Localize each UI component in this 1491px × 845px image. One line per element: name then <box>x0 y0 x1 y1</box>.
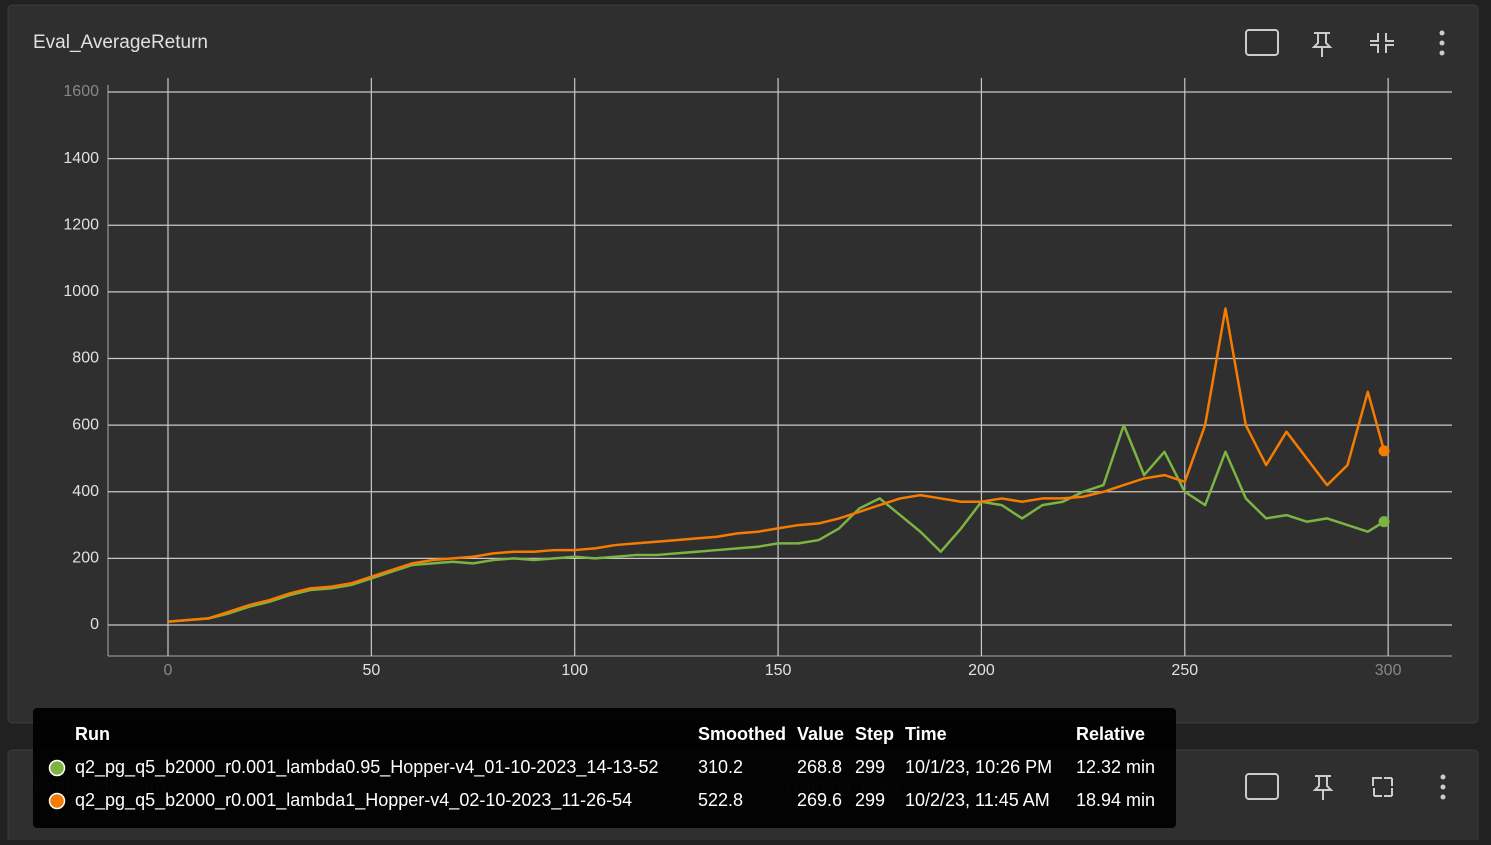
tooltip-header: Run <box>75 724 110 744</box>
tooltip-cell: 269.6 <box>797 790 842 810</box>
tooltip-cell: 299 <box>855 790 885 810</box>
fit-button[interactable] <box>1245 29 1279 56</box>
end-point <box>1378 445 1390 457</box>
y-tick-label: 600 <box>72 416 99 433</box>
tooltip-header: Value <box>797 724 844 744</box>
legend-label: q2_pg_q5_b2000_r0.001_lambda0.95_Hopper-… <box>75 757 658 778</box>
x-tick-label: 150 <box>765 662 792 679</box>
tooltip-cell: 10/1/23, 10:26 PM <box>905 757 1052 777</box>
y-tick-label: 400 <box>72 483 99 500</box>
x-tick-label: 200 <box>968 662 995 679</box>
series-line <box>167 423 1385 623</box>
tooltip-cell: 299 <box>855 757 885 777</box>
menu-button[interactable] <box>1439 30 1445 56</box>
pin-button[interactable] <box>1311 32 1333 57</box>
y-tick-label: 1400 <box>63 150 99 167</box>
pin-button[interactable] <box>1312 775 1334 800</box>
y-tick-label: 0 <box>90 616 99 633</box>
x-tick-label: 300 <box>1375 662 1402 679</box>
tooltip-header: Time <box>905 724 947 744</box>
tooltip-header: Smoothed <box>698 724 786 744</box>
x-tick-label: 50 <box>362 662 380 679</box>
x-tick-label: 250 <box>1171 662 1198 679</box>
tooltip-header: Step <box>855 724 894 744</box>
legend-swatch <box>48 759 66 777</box>
toolbar <box>1245 29 1446 800</box>
tooltip-cell: 522.8 <box>698 790 743 810</box>
tooltip-cell: 18.94 min <box>1076 790 1155 810</box>
x-tick-label: 100 <box>561 662 588 679</box>
tooltip-header: Relative <box>1076 724 1145 744</box>
menu-button[interactable] <box>1440 774 1446 800</box>
legend-swatch <box>48 792 66 810</box>
chart-title: Eval_AverageReturn <box>33 32 208 53</box>
y-tick-label: 200 <box>72 550 99 567</box>
tooltip: Run Smoothed Value Step Time Relative q2_pg_q5… <box>33 708 1176 828</box>
collapse-button[interactable] <box>1370 33 1394 53</box>
tooltip-cell: 10/2/23, 11:45 AM <box>905 790 1050 810</box>
card <box>7 4 1479 724</box>
y-tick-label: 1600 <box>63 83 99 100</box>
fit-button[interactable] <box>1245 773 1279 800</box>
series-line <box>167 307 1386 623</box>
y-tick-label: 1000 <box>63 283 99 300</box>
end-point <box>1378 516 1390 528</box>
expand-button[interactable] <box>1372 777 1393 797</box>
tooltip-cell: 310.2 <box>698 757 743 777</box>
y-tick-label: 1200 <box>63 216 99 233</box>
legend-label: q2_pg_q5_b2000_r0.001_lambda1_Hopper-v4_… <box>75 790 632 811</box>
tooltip-cell: 268.8 <box>797 757 842 777</box>
tooltip-box <box>33 708 1176 828</box>
y-tick-label: 800 <box>72 350 99 367</box>
x-tick-label: 0 <box>164 662 173 679</box>
tooltip-cell: 12.32 min <box>1076 757 1155 777</box>
